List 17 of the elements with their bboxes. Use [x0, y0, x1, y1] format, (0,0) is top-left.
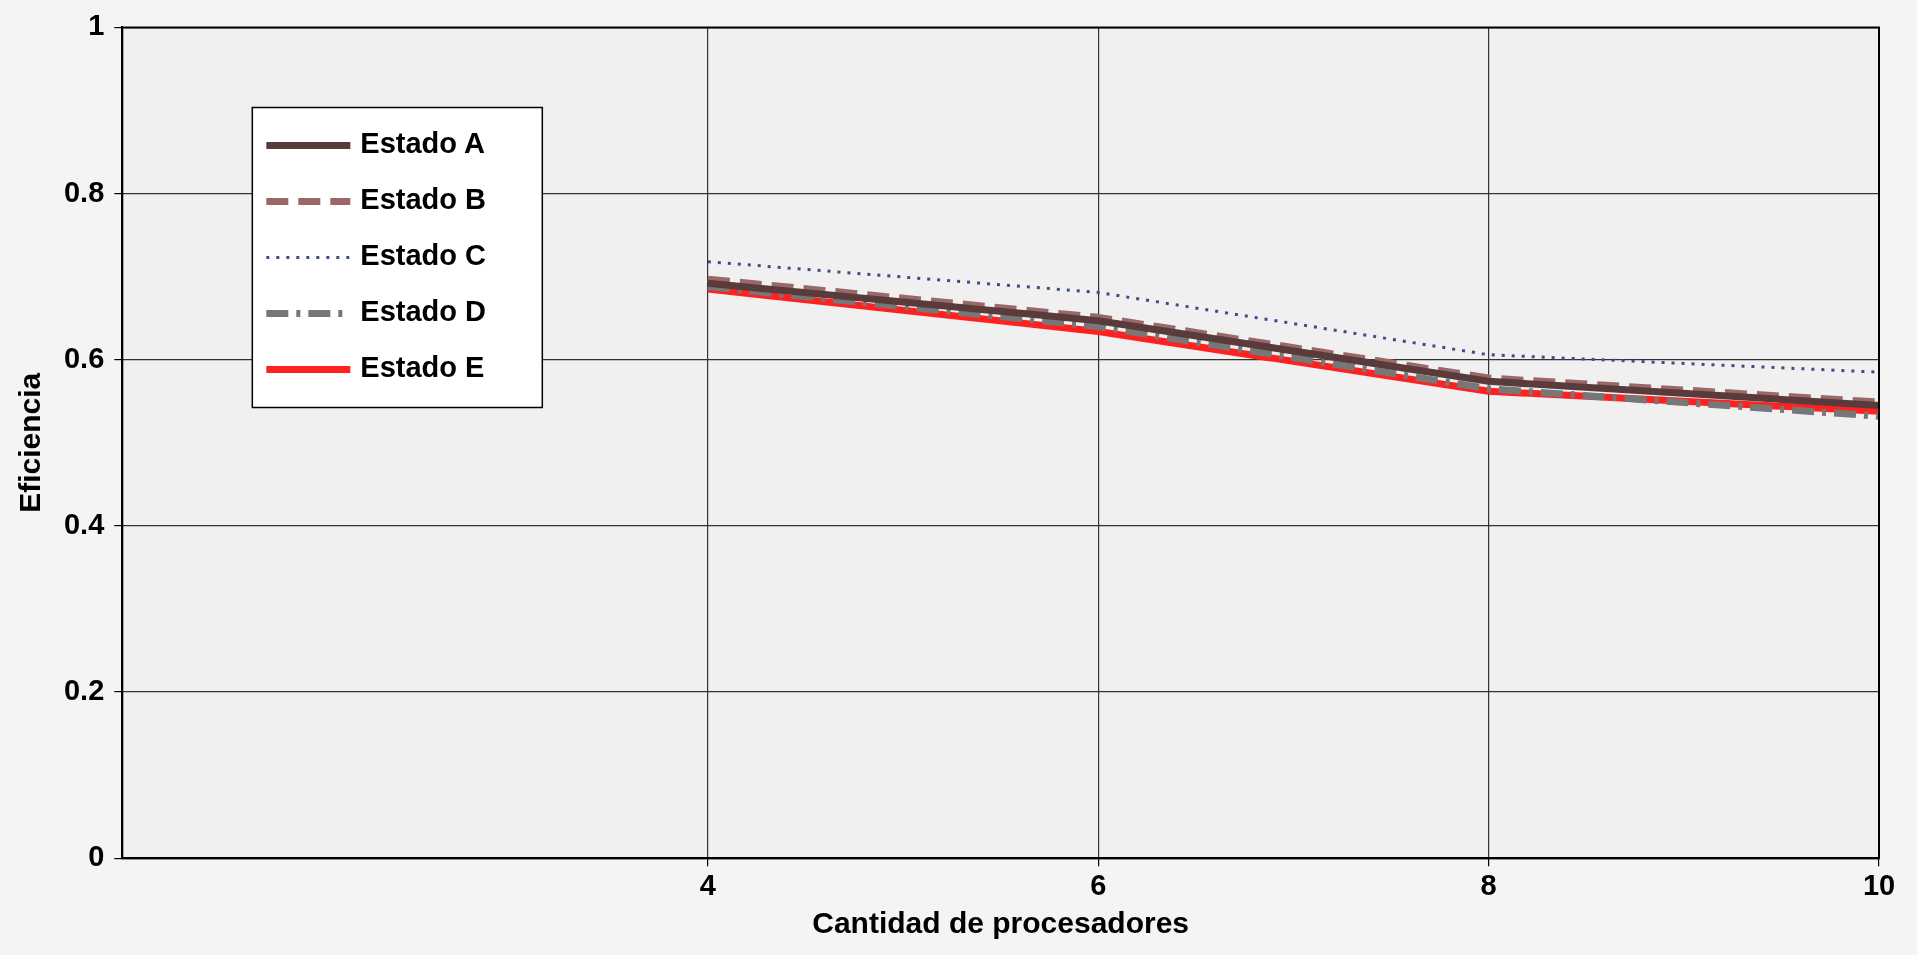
x-tick-label: 10: [1862, 868, 1896, 901]
y-tick-label: 0.8: [63, 175, 105, 208]
legend-label: Estado A: [360, 127, 485, 160]
legend-label: Estado C: [360, 239, 487, 272]
x-axis-title: Cantidad de procesadores: [812, 906, 1190, 940]
legend-label: Estado B: [360, 183, 486, 216]
y-tick-label: 0: [88, 840, 105, 873]
y-tick-label: 0.4: [63, 507, 105, 540]
y-axis-title: Eficiencia: [13, 372, 47, 513]
y-tick-label: 0.2: [63, 674, 105, 707]
x-tick-label: 4: [699, 868, 716, 901]
y-tick-label: 1: [88, 9, 105, 42]
legend-label: Estado E: [360, 351, 485, 384]
x-tick-label: 8: [1480, 868, 1497, 901]
legend-label: Estado D: [360, 295, 486, 328]
x-tick-label: 6: [1090, 868, 1107, 901]
y-tick-label: 0.6: [63, 341, 105, 374]
